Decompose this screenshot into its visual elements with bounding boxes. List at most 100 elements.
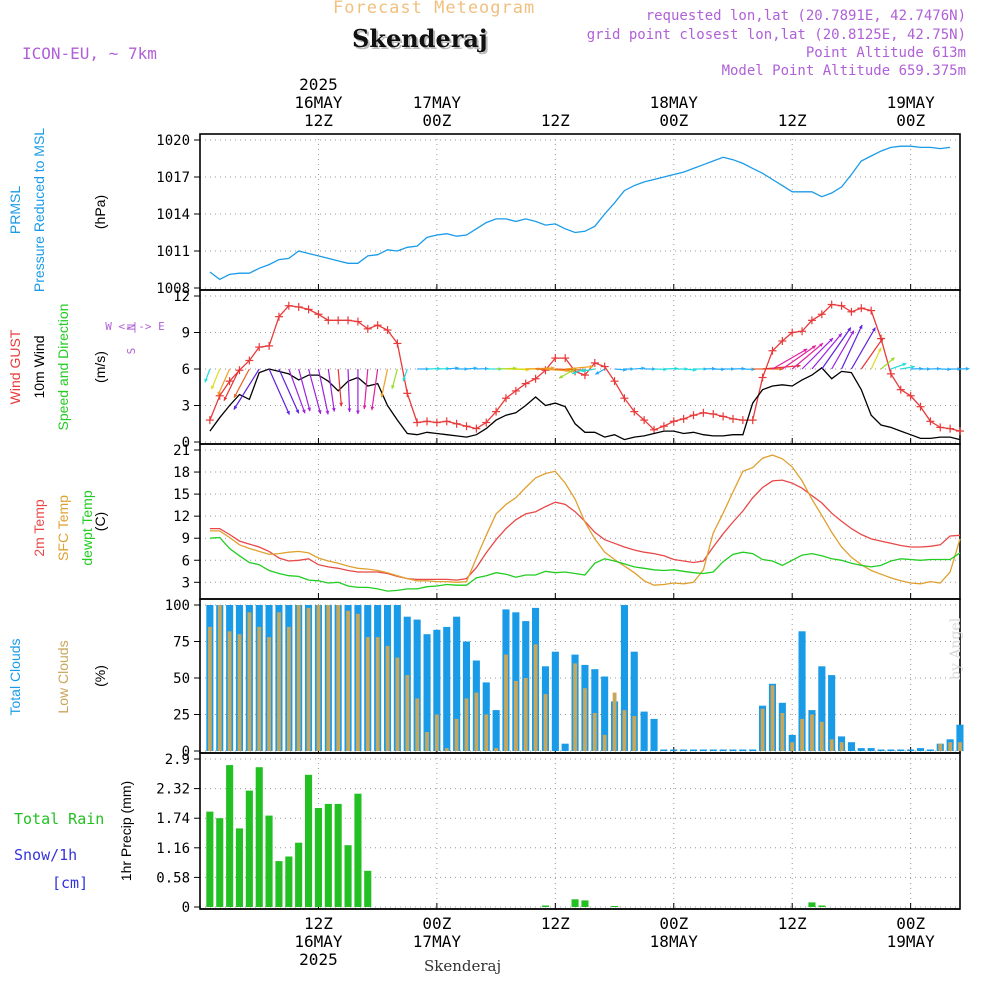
wind-arrow	[456, 367, 469, 371]
side-label-wind-0: Wind GUST	[7, 329, 23, 404]
bar-rain	[808, 902, 816, 907]
bar-low	[356, 613, 360, 751]
ytick-label-clouds: 0	[182, 744, 190, 760]
gust-marker	[847, 307, 856, 316]
gust-marker	[393, 339, 402, 348]
ytick-label-temperature: 18	[173, 465, 190, 481]
bar-low	[810, 714, 814, 751]
wind-arrow-head	[572, 370, 577, 375]
series-line-wind10m	[209, 366, 961, 441]
wind-arrow	[210, 368, 221, 390]
bar-total	[423, 634, 431, 751]
top-time-label: 00Z	[659, 111, 688, 130]
gust-marker	[294, 302, 303, 311]
wind-arrow-head	[233, 405, 238, 410]
gust-marker	[709, 410, 718, 419]
gust-marker	[413, 418, 422, 427]
bar-rain	[305, 774, 313, 907]
bar-low	[296, 605, 301, 751]
gust-marker	[383, 326, 392, 335]
gust-marker	[926, 417, 935, 426]
side-label-temperature-2: dewpt Temp	[79, 490, 95, 565]
wind-arrow	[850, 327, 876, 370]
ytick-label-temperature: 21	[173, 443, 190, 459]
wind-arrow	[558, 368, 576, 379]
wind-arrow	[900, 365, 915, 370]
gust-marker	[857, 304, 866, 313]
wind-arrow-shaft	[223, 368, 241, 401]
bottom-time-label: 00Z	[896, 914, 925, 933]
gust-marker	[551, 354, 560, 363]
gust-marker	[778, 337, 787, 346]
ylabel-precip: 1hr Precip (mm)	[118, 781, 134, 881]
panel-frames	[194, 133, 961, 910]
wind-arrow	[571, 368, 586, 375]
wind-arrow-head	[731, 367, 735, 371]
bar-low	[306, 607, 311, 751]
ytick-label-clouds: 75	[173, 635, 190, 651]
bar-low	[504, 654, 508, 751]
wind-arrow-head	[204, 378, 208, 383]
bar-rain	[364, 870, 372, 907]
wind-arrow-head	[641, 366, 646, 371]
wind-arrow	[930, 366, 941, 371]
gust-marker	[906, 391, 915, 400]
bar-low	[277, 612, 281, 751]
wind-arrow	[940, 367, 952, 372]
gust-marker	[630, 407, 639, 416]
bar-total	[729, 749, 737, 751]
bar-low	[395, 657, 400, 751]
bar-rain	[226, 765, 234, 907]
gust-marker	[659, 422, 668, 431]
bar-rain	[285, 856, 293, 907]
wind-arrow-head	[927, 367, 931, 371]
ytick-label-wind: 3	[182, 399, 190, 415]
ytick-label-temperature: 9	[182, 531, 190, 547]
gust-marker	[669, 417, 678, 426]
gust-marker	[728, 414, 737, 423]
gust-marker	[867, 306, 876, 315]
ylabel-wind: (m/s)	[92, 351, 108, 383]
wind-arrow	[772, 348, 808, 370]
gust-marker	[650, 425, 659, 434]
bar-total	[699, 749, 707, 751]
gust-marker	[768, 346, 777, 355]
top-time-label: 00Z	[422, 111, 451, 130]
gust-marker	[452, 419, 461, 428]
wind-arrow	[811, 332, 843, 370]
gust-marker	[916, 402, 925, 411]
location-title: Skenderaj	[352, 24, 488, 53]
bottom-time-label: 12Z	[304, 914, 333, 933]
bar-low	[938, 743, 943, 751]
wind-arrow	[545, 368, 575, 374]
bar-low	[632, 716, 637, 751]
wind-arrow-shaft	[545, 368, 575, 373]
gust-marker	[610, 377, 619, 386]
bar-low	[237, 634, 242, 751]
top-time-label: 00Z	[896, 111, 925, 130]
wind-arrow-shaft	[565, 365, 594, 370]
bar-low	[405, 675, 410, 751]
gust-marker	[403, 389, 412, 398]
wind-arrow	[391, 368, 398, 390]
gust-marker	[225, 377, 234, 386]
wind-arrow-head	[819, 343, 824, 347]
wind-arrow-head	[838, 333, 842, 338]
panel-frame-pressure	[199, 133, 961, 291]
wind-arrow-shaft	[210, 368, 221, 390]
gust-marker	[255, 343, 264, 352]
side-label-temperature-0: 2m Temp	[31, 499, 47, 557]
bar-low	[346, 610, 350, 751]
bar-total	[828, 675, 836, 751]
gust-marker	[817, 310, 826, 319]
bottom-time-label: 12Z	[778, 914, 807, 933]
gust-marker	[886, 369, 895, 378]
gust-marker	[689, 411, 698, 420]
bottom-time-label: 19MAY	[887, 932, 936, 951]
side-label-pressure-0: PRMSL	[7, 186, 23, 234]
wind-arrow-shaft	[363, 368, 369, 410]
gust-marker	[245, 356, 254, 365]
wind-arrow-head	[473, 366, 478, 371]
ytick-label-wind: 6	[182, 362, 190, 378]
wind-arrow	[581, 368, 595, 373]
